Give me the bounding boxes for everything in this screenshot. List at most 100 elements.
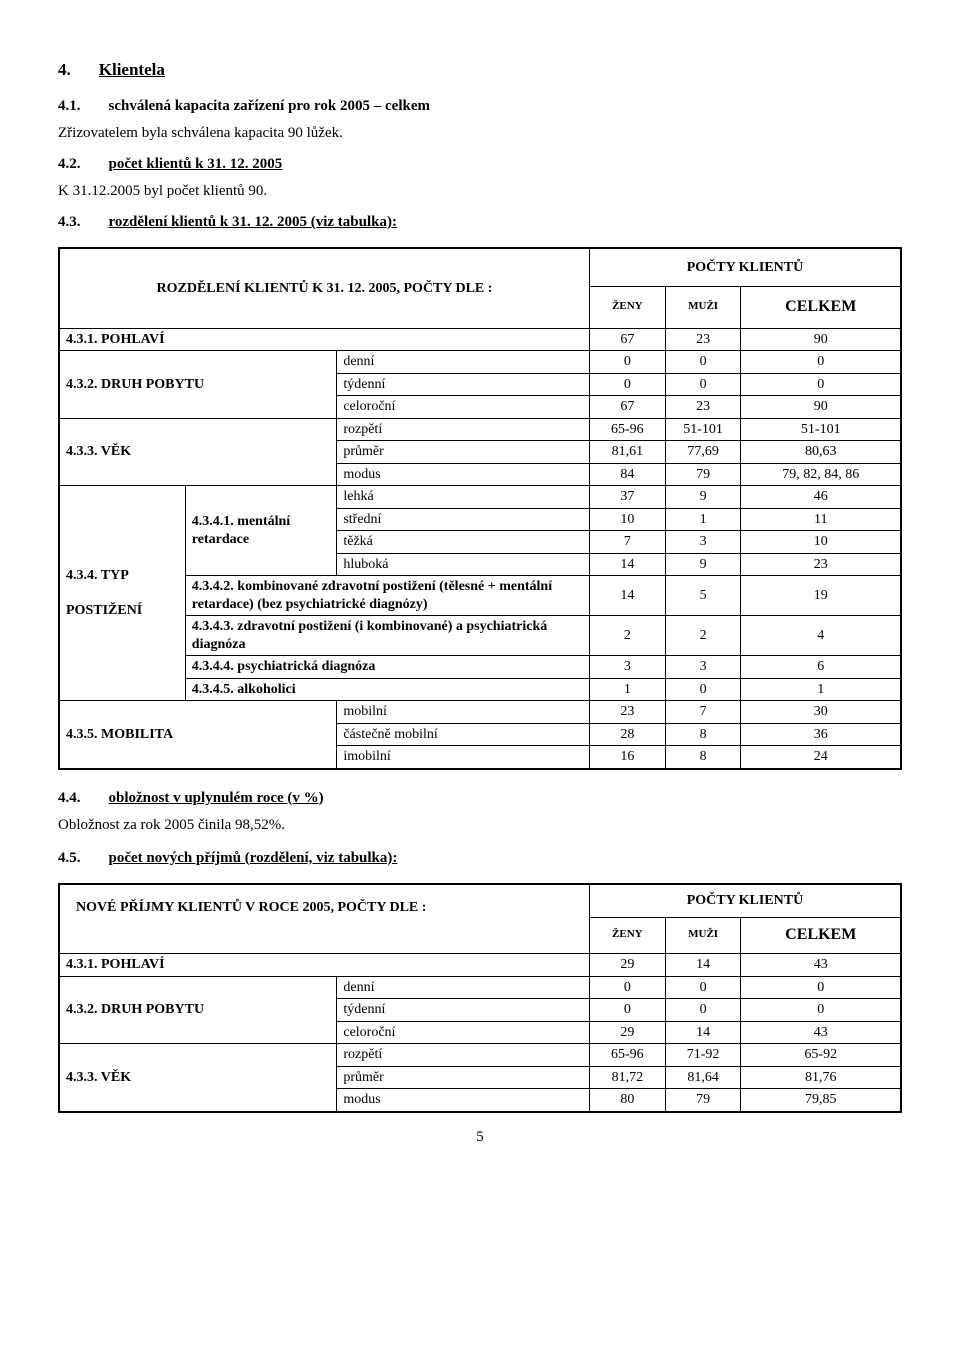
t2-druh-denni-m: 0: [665, 976, 741, 999]
t1-mental-tezka-z: 7: [589, 531, 665, 554]
t2-pohlavi-c: 43: [741, 954, 901, 977]
t1-hdr-celkem: CELKEM: [741, 286, 901, 328]
t2-druh-denni-z: 0: [589, 976, 665, 999]
table-row: 4.3.1. POHLAVÍ 29 14 43: [59, 954, 901, 977]
t1-vek-rozpeti-k: rozpětí: [337, 418, 590, 441]
table-row: 4.3.4.4. psychiatrická diagnóza 3 3 6: [59, 656, 901, 679]
t1-komb-label: 4.3.4.2. kombinované zdravotní postižení…: [185, 576, 589, 616]
t2-pohlavi-m: 14: [665, 954, 741, 977]
t1-alko-label: 4.3.4.5. alkoholici: [185, 678, 589, 701]
t1-mental-label: 4.3.4.1. mentální retardace: [185, 486, 337, 576]
table-row: 4.3.3. VĚK rozpětí 65-96 71-92 65-92: [59, 1044, 901, 1067]
t1-zdrav-m: 2: [665, 616, 741, 656]
t2-title: NOVÉ PŘÍJMY KLIENTŮ V ROCE 2005, POČTY D…: [59, 884, 589, 954]
t2-druh-label: 4.3.2. DRUH POBYTU: [59, 976, 337, 1044]
t1-title: ROZDĚLENÍ KLIENTŮ K 31. 12. 2005, POČTY …: [59, 248, 589, 328]
t1-vek-prumer-c: 80,63: [741, 441, 901, 464]
t1-psych-label: 4.3.4.4. psychiatrická diagnóza: [185, 656, 589, 679]
t2-hdr-group: POČTY KLIENTŮ: [589, 884, 901, 918]
section-4-3-num: 4.3.: [58, 214, 81, 231]
page-number: 5: [58, 1129, 902, 1146]
section-4-1-num: 4.1.: [58, 98, 81, 115]
t2-vek-prumer-m: 81,64: [665, 1066, 741, 1089]
t2-druh-celor-k: celoroční: [337, 1021, 590, 1044]
t1-mental-tezka-k: těžká: [337, 531, 590, 554]
t1-mental-hluboka-k: hluboká: [337, 553, 590, 576]
t1-pohlavi-c: 90: [741, 328, 901, 351]
t1-druh-denni-z: 0: [589, 351, 665, 374]
section-4-4-title: obložnost v uplynulém roce (v %): [109, 790, 324, 807]
section-4-2-num: 4.2.: [58, 156, 81, 173]
t1-druh-tydenni-c: 0: [741, 373, 901, 396]
t1-mental-stredni-c: 11: [741, 508, 901, 531]
section-4-5-num: 4.5.: [58, 850, 81, 867]
t2-vek-label: 4.3.3. VĚK: [59, 1044, 337, 1112]
section-4-num: 4.: [58, 60, 71, 80]
t1-komb-c: 19: [741, 576, 901, 616]
t1-druh-denni-c: 0: [741, 351, 901, 374]
section-4-1-title: schválená kapacita zařízení pro rok 2005…: [109, 98, 431, 115]
section-4-5-heading: 4.5. počet nových příjmů (rozdělení, viz…: [58, 850, 902, 867]
t1-vek-prumer-m: 77,69: [665, 441, 741, 464]
t2-druh-celor-c: 43: [741, 1021, 901, 1044]
section-4-title: Klientela: [99, 60, 165, 80]
t1-druh-celor-k: celoroční: [337, 396, 590, 419]
t2-druh-denni-k: denní: [337, 976, 590, 999]
t1-druh-label: 4.3.2. DRUH POBYTU: [59, 351, 337, 419]
t1-mental-lehka-z: 37: [589, 486, 665, 509]
t1-mob-imob-k: imobilní: [337, 746, 590, 769]
t2-pohlavi-label: 4.3.1. POHLAVÍ: [59, 954, 589, 977]
t1-mob-imob-m: 8: [665, 746, 741, 769]
section-4-5-title: počet nových příjmů (rozdělení, viz tabu…: [109, 850, 398, 867]
t1-mob-mobilni-c: 30: [741, 701, 901, 724]
section-4-1-body: Zřizovatelem byla schválena kapacita 90 …: [58, 125, 902, 142]
t1-mob-cast-m: 8: [665, 723, 741, 746]
t1-alko-c: 1: [741, 678, 901, 701]
table-row: 4.3.4. TYP POSTIŽENÍ 4.3.4.1. mentální r…: [59, 486, 901, 509]
t1-druh-celor-m: 23: [665, 396, 741, 419]
t1-druh-tydenni-k: týdenní: [337, 373, 590, 396]
table-row: 4.3.2. DRUH POBYTU denní 0 0 0: [59, 351, 901, 374]
t1-mental-stredni-k: střední: [337, 508, 590, 531]
t2-druh-denni-c: 0: [741, 976, 901, 999]
t2-pohlavi-z: 29: [589, 954, 665, 977]
t1-vek-prumer-k: průměr: [337, 441, 590, 464]
t1-mob-imob-z: 16: [589, 746, 665, 769]
t1-vek-rozpeti-m: 51-101: [665, 418, 741, 441]
t1-mob-cast-z: 28: [589, 723, 665, 746]
t1-mental-hluboka-c: 23: [741, 553, 901, 576]
t2-vek-prumer-z: 81,72: [589, 1066, 665, 1089]
t1-mental-tezka-c: 10: [741, 531, 901, 554]
t1-pohlavi-z: 67: [589, 328, 665, 351]
t1-vek-modus-z: 84: [589, 463, 665, 486]
t1-vek-modus-k: modus: [337, 463, 590, 486]
t2-hdr-zeny: ŽENY: [589, 917, 665, 953]
section-4-2-title: počet klientů k 31. 12. 2005: [109, 156, 283, 173]
t1-druh-denni-k: denní: [337, 351, 590, 374]
t1-mental-stredni-m: 1: [665, 508, 741, 531]
t2-vek-rozpeti-c: 65-92: [741, 1044, 901, 1067]
t1-mental-lehka-c: 46: [741, 486, 901, 509]
t1-vek-modus-m: 79: [665, 463, 741, 486]
table-row: 4.3.4.3. zdravotní postižení (i kombinov…: [59, 616, 901, 656]
t2-vek-modus-m: 79: [665, 1089, 741, 1112]
t1-vek-prumer-z: 81,61: [589, 441, 665, 464]
t1-mob-label: 4.3.5. MOBILITA: [59, 701, 337, 769]
section-4-4-heading: 4.4. obložnost v uplynulém roce (v %): [58, 790, 902, 807]
t1-druh-tydenni-z: 0: [589, 373, 665, 396]
t1-psych-m: 3: [665, 656, 741, 679]
t1-mob-mobilni-z: 23: [589, 701, 665, 724]
t1-komb-z: 14: [589, 576, 665, 616]
section-4-4-num: 4.4.: [58, 790, 81, 807]
t1-mental-stredni-z: 10: [589, 508, 665, 531]
t1-druh-denni-m: 0: [665, 351, 741, 374]
table-row: 4.3.1. POHLAVÍ 67 23 90: [59, 328, 901, 351]
section-4-heading: 4. Klientela: [58, 60, 902, 80]
t2-vek-modus-z: 80: [589, 1089, 665, 1112]
t2-vek-modus-k: modus: [337, 1089, 590, 1112]
table-row: 4.3.3. VĚK rozpětí 65-96 51-101 51-101: [59, 418, 901, 441]
t1-vek-rozpeti-z: 65-96: [589, 418, 665, 441]
t1-mob-mobilni-k: mobilní: [337, 701, 590, 724]
t1-zdrav-c: 4: [741, 616, 901, 656]
t2-hdr-muzi: MUŽI: [665, 917, 741, 953]
